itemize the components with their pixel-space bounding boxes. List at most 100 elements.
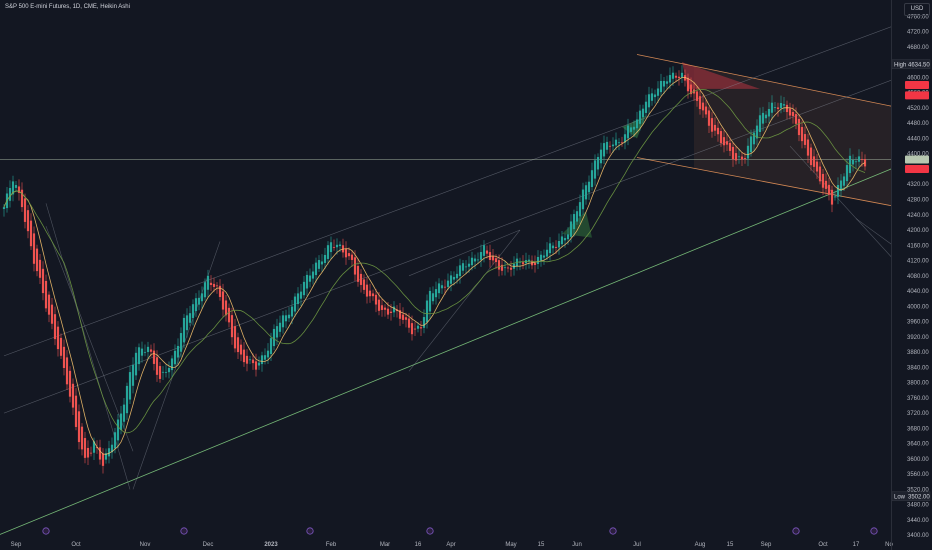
candle-body <box>158 366 162 379</box>
candle-body <box>71 383 75 408</box>
candle-body <box>125 385 129 414</box>
event-marker-icon <box>426 527 434 535</box>
price-flag <box>905 164 929 173</box>
price-tick-label: 4440.00 <box>907 136 929 142</box>
candle-body <box>152 350 156 364</box>
candle-body <box>248 359 252 361</box>
price-tick-label: 3760.00 <box>907 396 929 402</box>
candle-body <box>572 214 576 230</box>
currency-button[interactable]: USD <box>904 3 930 16</box>
candle-body <box>257 362 261 366</box>
candle-body <box>113 432 117 449</box>
price-tick-label: 4120.00 <box>907 259 929 265</box>
candle-body <box>482 245 486 256</box>
candle-body <box>776 107 780 110</box>
ma-line <box>3 76 866 455</box>
candle-body <box>83 438 87 458</box>
candle-body <box>569 221 573 237</box>
low-label-value: 3502.00 <box>908 494 930 500</box>
candle-body <box>107 448 111 457</box>
candle-body <box>476 259 480 261</box>
candle-body <box>320 261 324 265</box>
candle-body <box>119 413 123 430</box>
candle-body <box>350 254 354 260</box>
price-tick-label: 3800.00 <box>907 381 929 387</box>
time-axis: Sep Oct Nov Dec 2023 Feb Mar 16 Apr May 15 Jun Jul Au… <box>11 527 893 548</box>
candle-body <box>701 102 705 111</box>
candle-body <box>740 156 744 160</box>
ma-line <box>3 89 866 434</box>
candle-body <box>371 293 375 297</box>
candle-body <box>455 273 459 279</box>
candle-body <box>437 283 441 294</box>
candle-body <box>86 447 90 458</box>
candle-body <box>230 315 234 338</box>
candle-body <box>59 337 63 356</box>
candle-body <box>716 127 720 135</box>
time-tick-label: Oct <box>818 542 828 548</box>
candle-body <box>206 275 210 290</box>
candle-body <box>809 147 813 166</box>
candle-body <box>266 350 270 358</box>
time-tick-label: Jul <box>633 542 641 548</box>
candle-body <box>347 253 351 257</box>
price-tick-label: 3880.00 <box>907 350 929 356</box>
event-marker-icon <box>306 527 314 535</box>
candle-body <box>770 102 774 113</box>
candle-body <box>401 314 405 320</box>
candle-body <box>653 94 657 98</box>
candle-body <box>80 426 84 450</box>
candle-body <box>233 326 237 349</box>
candle-body <box>29 220 33 247</box>
candle-body <box>746 145 750 159</box>
candle-body <box>656 88 660 96</box>
candle-body <box>446 280 450 287</box>
candle-body <box>581 189 585 210</box>
trend-line <box>45 226 134 452</box>
candle-body <box>845 165 849 182</box>
trend-line <box>0 157 920 535</box>
candle-body <box>398 310 402 319</box>
event-marker-icon <box>609 527 617 535</box>
price-flag <box>905 81 929 90</box>
candle-body <box>380 305 384 310</box>
candle-body <box>722 137 726 146</box>
price-axis: 3400.00 3440.00 3480.00 3520.00 3560.00 3600.… <box>891 0 932 550</box>
candle-body <box>857 156 861 162</box>
candle-body <box>659 80 663 93</box>
candle-body <box>239 344 243 355</box>
candle-body <box>308 275 312 282</box>
candle-body <box>11 181 15 195</box>
candle-body <box>65 357 69 385</box>
candle-body <box>821 173 825 188</box>
time-tick-label: No <box>885 542 893 548</box>
price-tick-label: 4680.00 <box>907 45 929 51</box>
price-tick-label: 4320.00 <box>907 182 929 188</box>
price-tick-label: 3720.00 <box>907 411 929 417</box>
price-tick-label: 3520.00 <box>907 487 929 493</box>
trend-line <box>3 69 920 414</box>
candle-body <box>599 149 603 164</box>
candle-body <box>182 317 186 343</box>
event-marker-icon <box>180 527 188 535</box>
candle-body <box>383 307 387 310</box>
candle-body <box>551 245 555 249</box>
candle-body <box>302 281 306 296</box>
candle-body <box>518 261 522 263</box>
candle-body <box>68 370 72 397</box>
candle-body <box>533 262 537 266</box>
high-label-value: 4634.50 <box>908 62 930 68</box>
candle-body <box>2 207 6 210</box>
candle-body <box>413 328 417 330</box>
price-flag <box>905 155 929 164</box>
price-tick-label: 3680.00 <box>907 426 929 432</box>
candle-body <box>17 186 21 193</box>
candle-body <box>464 266 468 268</box>
candle-body <box>806 139 810 156</box>
candle-body <box>851 159 855 165</box>
candle-body <box>500 264 504 271</box>
candle-body <box>626 125 630 139</box>
candle-body <box>23 198 27 222</box>
